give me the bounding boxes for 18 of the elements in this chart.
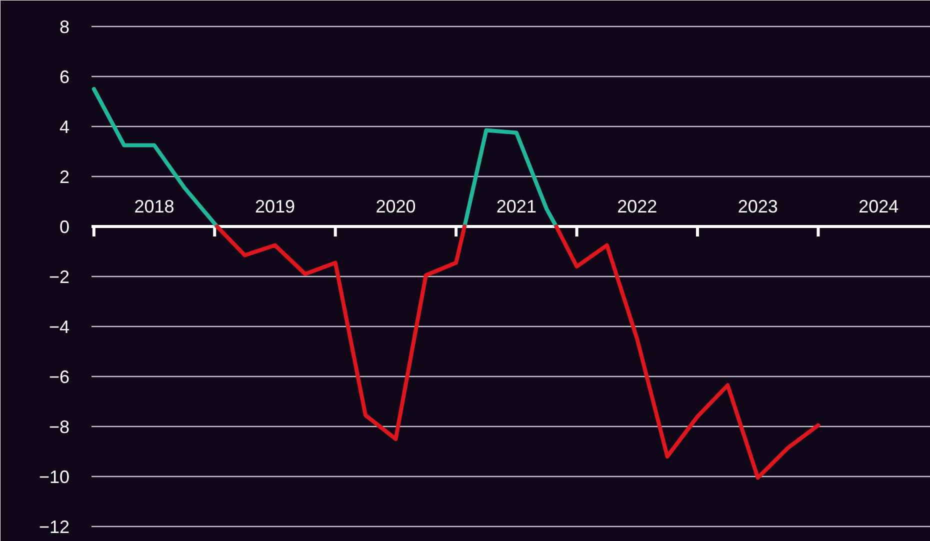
x-tick-label: 2018 [134, 196, 174, 216]
y-tick-label: 4 [59, 117, 70, 137]
y-tick-label: −10 [38, 467, 70, 487]
x-tick-label: 2022 [617, 196, 658, 216]
y-tick-label: 8 [59, 17, 70, 37]
y-tick-label: −4 [48, 317, 70, 337]
x-tick-label: 2024 [858, 196, 899, 216]
x-tick-label: 2019 [254, 196, 296, 216]
y-tick-label: 6 [59, 67, 70, 87]
y-tick-label: −2 [48, 267, 70, 287]
y-tick-label: −12 [38, 517, 70, 537]
y-tick-label: −8 [48, 417, 70, 437]
x-tick-label: 2021 [496, 196, 536, 216]
y-tick-label: 0 [59, 217, 70, 237]
x-tick-label: 2020 [376, 196, 416, 216]
y-tick-label: 2 [59, 167, 70, 187]
y-tick-label: −6 [48, 367, 70, 387]
x-tick-label: 2023 [738, 196, 778, 216]
